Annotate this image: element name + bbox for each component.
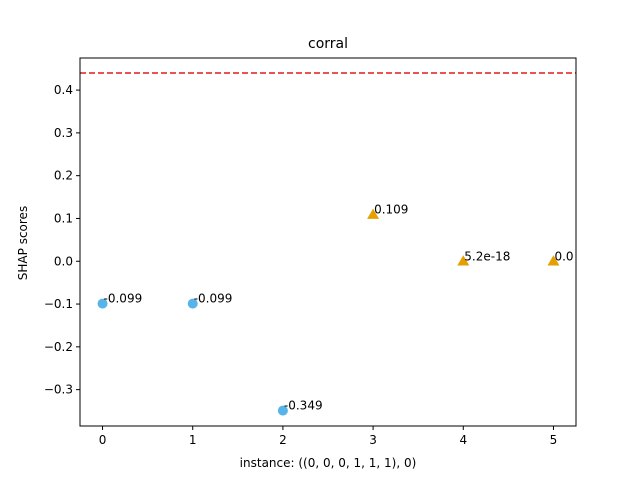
- y-tick-label: 0.0: [54, 254, 73, 268]
- plot-frame: [79, 57, 577, 427]
- y-tick-label: −0.3: [44, 383, 73, 397]
- data-point: [187, 298, 198, 309]
- data-label: 0.109: [374, 203, 408, 217]
- y-tick-label: 0.1: [54, 211, 73, 225]
- x-tick-label: 1: [189, 433, 197, 447]
- data-label: 5.2e-18: [464, 249, 510, 263]
- y-tick-label: 0.2: [54, 169, 73, 183]
- data-label: -0.099: [194, 292, 233, 306]
- x-tick-label: 4: [459, 433, 467, 447]
- x-axis-title: instance: ((0, 0, 0, 1, 1, 1), 0): [240, 456, 417, 470]
- y-tick-label: −0.2: [44, 340, 73, 354]
- data-label: 0.0: [554, 249, 573, 263]
- data-point: [97, 298, 108, 309]
- y-axis-title: SHAP scores: [16, 206, 30, 280]
- x-tick-label: 5: [550, 433, 558, 447]
- y-tick-label: 0.4: [54, 83, 73, 97]
- y-tick-label: −0.1: [44, 297, 73, 311]
- x-tick-label: 2: [279, 433, 287, 447]
- data-point: [547, 255, 560, 266]
- chart-title: corral: [308, 36, 348, 52]
- x-tick-label: 0: [99, 433, 107, 447]
- data-point: [277, 405, 288, 416]
- data-label: -0.349: [284, 399, 323, 413]
- data-label: -0.099: [104, 292, 143, 306]
- plot-area: 0 1 2 3 4 5 −0.3 −0.2 −0.1 0.0 0.1 0.2 0.3 0.4 -0.099 -…: [44, 57, 577, 447]
- x-tick-label: 3: [369, 433, 377, 447]
- data-point: [457, 255, 470, 266]
- y-tick-label: 0.3: [54, 126, 73, 140]
- data-point: [367, 208, 380, 219]
